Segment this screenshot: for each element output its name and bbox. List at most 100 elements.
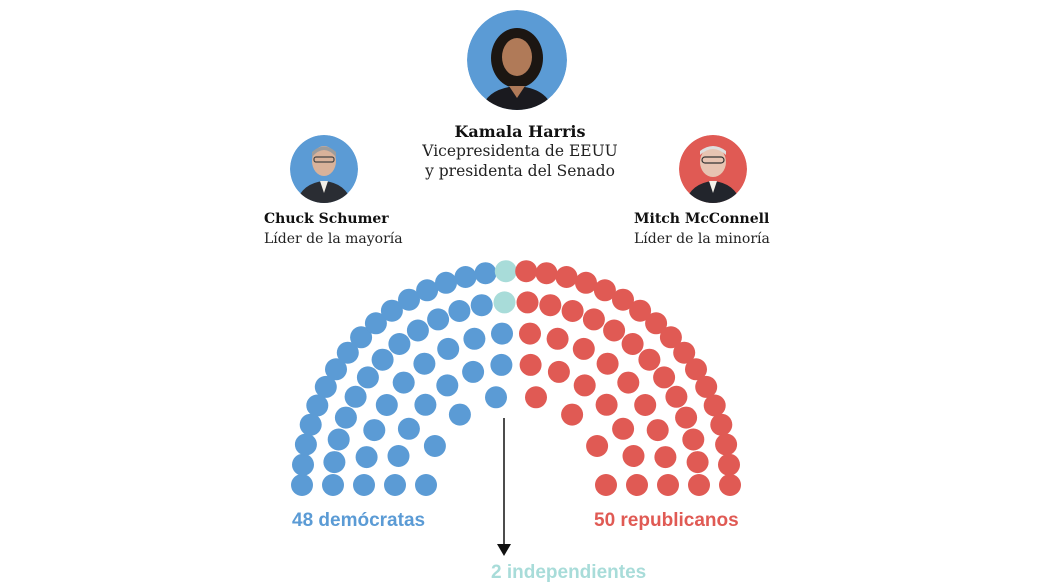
republican-seat: [561, 300, 584, 322]
democrat-seat: [414, 393, 437, 416]
democrat-seat: [323, 451, 346, 474]
democrat-seat: [344, 385, 367, 408]
democrat-seat: [470, 294, 493, 317]
democrat-seat: [427, 308, 450, 331]
democrat-seat: [325, 358, 347, 381]
republican-seat: [634, 394, 657, 416]
democrat-seat: [423, 435, 446, 457]
democrat-seat: [397, 417, 420, 440]
democrat-seat: [380, 299, 403, 322]
republican-seat: [626, 474, 648, 496]
republican-seat: [612, 417, 635, 440]
republican-seat: [654, 446, 677, 469]
republican-seat: [525, 386, 547, 409]
democrat-seat: [350, 326, 373, 349]
democrat-seat: [322, 474, 344, 496]
president-label: Kamala Harris Vicepresidenta de EEUU y p…: [410, 122, 630, 181]
republican-seat: [586, 435, 609, 457]
republican-seat: [593, 279, 616, 302]
democrat-seat: [355, 446, 378, 469]
republican-seat: [715, 433, 738, 456]
minority-leader-role: Líder de la minoría: [634, 231, 770, 247]
independent-seat: [493, 291, 516, 314]
republican-seat: [555, 266, 578, 288]
republican-seat: [719, 474, 741, 496]
republican-seat: [688, 474, 710, 496]
republican-seat: [645, 312, 668, 335]
republican-seat: [573, 374, 596, 397]
democrat-seat: [314, 375, 337, 398]
democrat-seat: [413, 352, 436, 375]
republican-seat: [646, 419, 669, 442]
republican-seat: [629, 299, 652, 322]
republican-seat: [653, 366, 676, 389]
democrat-seat: [448, 300, 471, 322]
republican-seat: [682, 428, 705, 451]
democrat-seat: [462, 360, 485, 383]
republican-seat: [617, 371, 640, 394]
republican-seat: [638, 348, 661, 371]
democrat-seat: [436, 374, 459, 397]
republican-seat: [539, 294, 562, 317]
democrat-seat: [387, 445, 410, 467]
republican-seat: [603, 319, 626, 342]
republican-seat: [686, 451, 709, 474]
democrat-seat: [371, 348, 394, 371]
republican-seat: [657, 474, 679, 496]
democrat-seat: [448, 403, 471, 426]
chuck-schumer-portrait: [290, 135, 358, 203]
democrat-seat: [491, 322, 513, 345]
republican-seat: [582, 308, 605, 331]
democrat-seat: [384, 474, 406, 496]
democrats-label: 48 demócratas: [292, 510, 426, 531]
republican-seat: [546, 327, 569, 350]
majority-leader-name: Chuck Schumer: [264, 211, 389, 227]
independents-arrow-head: [497, 544, 511, 556]
republican-seat: [595, 393, 618, 416]
democrat-seat: [388, 333, 411, 355]
seats-group: [291, 260, 741, 496]
democrat-seat: [485, 386, 507, 409]
democrat-seat: [334, 406, 357, 429]
republican-seat: [519, 322, 541, 345]
republican-seat: [665, 385, 688, 408]
democrat-seat: [375, 394, 398, 416]
majority-leader-label: Chuck Schumer Líder de la mayoría: [264, 209, 403, 249]
republicans-label: 50 republicanos: [594, 510, 739, 531]
republican-seat: [547, 360, 570, 383]
republican-seat: [675, 406, 698, 429]
democrat-seat: [306, 394, 329, 417]
democrat-seat: [474, 262, 497, 285]
democrat-seat: [406, 319, 429, 342]
majority-leader-role: Líder de la mayoría: [264, 231, 403, 247]
republican-seat: [621, 333, 644, 355]
president-name: Kamala Harris: [454, 122, 586, 141]
democrat-seat: [292, 453, 314, 476]
democrat-seat: [392, 371, 415, 394]
republican-seat: [718, 453, 740, 476]
democrat-seat: [294, 433, 317, 456]
democrat-seat: [463, 327, 486, 350]
republican-seat: [673, 341, 696, 364]
independent-seat: [494, 260, 517, 283]
republican-seat: [561, 403, 584, 426]
republican-seat: [595, 474, 617, 496]
republican-seat: [515, 260, 538, 283]
democrat-seat: [356, 366, 379, 389]
democrat-seat: [364, 312, 387, 335]
democrat-seat: [435, 271, 457, 294]
president-role-line1: Vicepresidenta de EEUU: [422, 142, 618, 160]
democrat-seat: [416, 279, 439, 302]
republican-seat: [703, 394, 726, 417]
republican-seat: [572, 337, 595, 360]
kamala-harris-portrait: [467, 10, 567, 110]
democrat-seat: [437, 337, 460, 360]
republican-seat: [516, 291, 539, 314]
republican-seat: [659, 326, 682, 349]
minority-leader-name: Mitch McConnell: [634, 211, 770, 227]
democrat-seat: [336, 341, 359, 364]
independents-label: 2 independientes: [491, 562, 647, 583]
democrat-seat: [299, 413, 322, 436]
democrat-seat: [291, 474, 313, 496]
